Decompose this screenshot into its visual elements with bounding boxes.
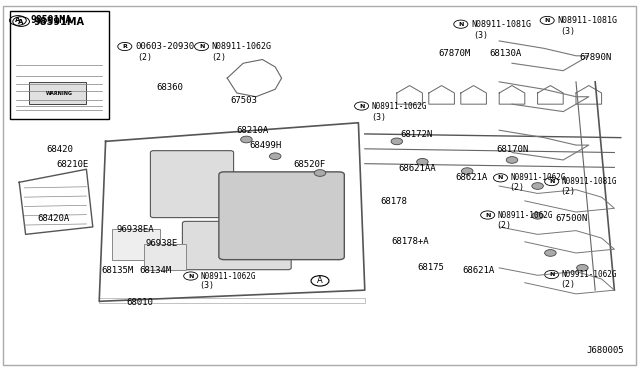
Text: 68170N: 68170N <box>496 145 528 154</box>
Text: 68172N: 68172N <box>400 130 432 139</box>
Text: A: A <box>15 17 20 23</box>
Text: 98591MA: 98591MA <box>34 17 85 26</box>
Text: 68135M: 68135M <box>101 266 133 275</box>
Circle shape <box>461 168 473 174</box>
Text: N08911-1062G: N08911-1062G <box>372 102 428 110</box>
Text: (3): (3) <box>200 281 214 290</box>
Text: 68499H: 68499H <box>250 141 282 150</box>
Text: R: R <box>122 44 127 49</box>
Text: A: A <box>317 276 323 285</box>
Text: N: N <box>458 22 463 27</box>
FancyBboxPatch shape <box>182 221 291 270</box>
Text: 68420A: 68420A <box>37 214 69 223</box>
Circle shape <box>241 136 252 143</box>
Text: N: N <box>549 272 554 277</box>
Circle shape <box>545 250 556 256</box>
Text: 67503: 67503 <box>230 96 257 105</box>
Text: 68360: 68360 <box>157 83 184 92</box>
Circle shape <box>314 170 326 176</box>
Text: (3): (3) <box>474 31 488 40</box>
Text: J680005: J680005 <box>586 346 624 355</box>
Text: N08911-1081G: N08911-1081G <box>557 16 618 25</box>
Text: 68621AA: 68621AA <box>398 164 436 173</box>
FancyBboxPatch shape <box>10 11 109 119</box>
Text: (2): (2) <box>509 183 524 192</box>
Text: 67870M: 67870M <box>438 49 470 58</box>
Circle shape <box>532 212 543 219</box>
Text: (3): (3) <box>371 113 386 122</box>
Text: N: N <box>359 103 364 109</box>
Text: 98591MA: 98591MA <box>31 16 72 25</box>
Text: N: N <box>545 18 550 23</box>
Text: (2): (2) <box>211 53 226 62</box>
Text: 68621A: 68621A <box>462 266 494 275</box>
Text: N: N <box>549 179 554 184</box>
Text: N: N <box>199 44 204 49</box>
Text: 68178+A: 68178+A <box>392 237 429 246</box>
Text: 68520F: 68520F <box>293 160 325 169</box>
Text: N: N <box>188 273 193 279</box>
FancyBboxPatch shape <box>112 229 160 260</box>
Text: (2): (2) <box>496 221 511 230</box>
FancyBboxPatch shape <box>29 82 86 104</box>
FancyBboxPatch shape <box>3 6 636 365</box>
Text: 96938E: 96938E <box>146 239 178 248</box>
Circle shape <box>391 138 403 145</box>
Text: N08911-1062G: N08911-1062G <box>201 272 257 280</box>
FancyBboxPatch shape <box>150 151 234 218</box>
Text: 68178: 68178 <box>381 197 408 206</box>
FancyBboxPatch shape <box>99 298 365 303</box>
Text: 68210E: 68210E <box>56 160 88 169</box>
Text: N: N <box>498 175 503 180</box>
FancyBboxPatch shape <box>219 172 344 260</box>
Text: 68210A: 68210A <box>237 126 269 135</box>
Circle shape <box>269 153 281 160</box>
Text: N: N <box>485 212 490 218</box>
Text: 68134M: 68134M <box>140 266 172 275</box>
Text: (2): (2) <box>138 53 152 62</box>
Text: N08911-1062G: N08911-1062G <box>498 211 554 219</box>
Text: (3): (3) <box>560 27 575 36</box>
Text: 68130A: 68130A <box>490 49 522 58</box>
Circle shape <box>417 158 428 165</box>
Circle shape <box>532 183 543 189</box>
Circle shape <box>506 157 518 163</box>
Text: N08911-1081G: N08911-1081G <box>471 20 531 29</box>
Text: 96938EA: 96938EA <box>116 225 154 234</box>
FancyBboxPatch shape <box>144 244 186 270</box>
Text: WARNING: WARNING <box>46 90 73 96</box>
Text: 68175: 68175 <box>417 263 444 272</box>
Text: (2): (2) <box>560 280 575 289</box>
Text: N08911-1081G: N08911-1081G <box>562 177 618 186</box>
Text: N08911-1062G: N08911-1062G <box>212 42 272 51</box>
Text: 67500N: 67500N <box>556 214 588 223</box>
Text: A: A <box>19 19 24 25</box>
Text: (2): (2) <box>560 187 575 196</box>
Text: 68010: 68010 <box>127 298 154 307</box>
Text: N09911-1062G: N09911-1062G <box>562 270 618 279</box>
Text: 00603-20930: 00603-20930 <box>135 42 194 51</box>
Circle shape <box>577 264 588 271</box>
Text: 68420: 68420 <box>46 145 73 154</box>
Text: N08911-1062G: N08911-1062G <box>511 173 566 182</box>
Text: 68621A: 68621A <box>456 173 488 182</box>
Text: 67890N: 67890N <box>579 53 611 62</box>
